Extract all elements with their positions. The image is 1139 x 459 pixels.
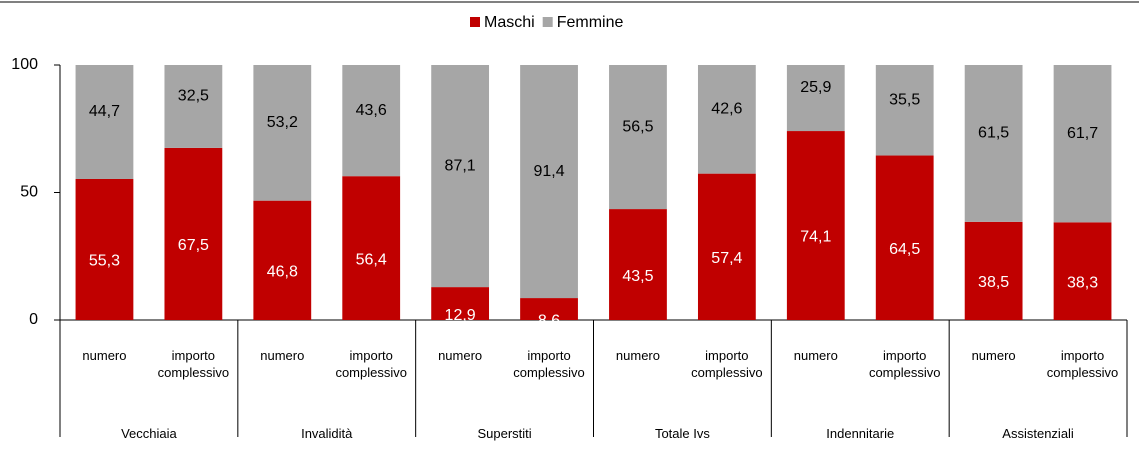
legend-label: Maschi — [484, 14, 535, 31]
y-tick-label: 0 — [29, 311, 38, 328]
value-label: 32,5 — [178, 88, 209, 105]
value-label: 53,2 — [267, 114, 298, 131]
bar-segment — [786, 65, 845, 132]
group-label: Totale Ivs — [654, 426, 710, 441]
group-label: Invalidità — [301, 426, 353, 441]
category-label: importo complessivo — [1046, 348, 1119, 380]
category-label: numero — [260, 348, 305, 363]
value-label: 8,6 — [538, 312, 560, 329]
value-label: 91,4 — [533, 163, 564, 180]
bar-segment — [431, 287, 490, 320]
value-label: 61,7 — [1067, 125, 1098, 142]
group-label: Assistenziali — [1002, 426, 1074, 441]
group-label: Indennitarie — [826, 426, 895, 441]
group-label: Vecchiaia — [121, 426, 177, 441]
legend-swatch — [470, 17, 480, 27]
bar-segment — [697, 173, 756, 320]
category-label: importo complessivo — [513, 348, 585, 380]
category-label: importo complessivo — [691, 348, 763, 380]
bar-segment — [964, 221, 1023, 320]
bar-segment — [342, 65, 401, 177]
value-label: 56,4 — [356, 251, 387, 268]
value-label: 61,5 — [978, 125, 1009, 142]
bar-segment — [1053, 65, 1112, 223]
bar-segment — [164, 65, 223, 148]
group-label: Superstiti — [477, 426, 532, 441]
value-label: 35,5 — [889, 91, 920, 108]
bar-segment — [964, 65, 1023, 222]
value-label: 87,1 — [445, 157, 476, 174]
bar-segment — [253, 200, 312, 320]
value-label: 12,9 — [445, 307, 476, 324]
value-label: 42,6 — [711, 101, 742, 118]
bar-segment — [342, 176, 401, 320]
value-label: 67,5 — [178, 237, 209, 254]
value-label: 43,5 — [622, 268, 653, 285]
bar-segment — [431, 65, 490, 288]
legend-label: Femmine — [557, 14, 624, 31]
bar-segment — [75, 178, 134, 320]
category-label: numero — [793, 348, 838, 363]
category-label: numero — [438, 348, 483, 363]
value-label: 56,5 — [622, 118, 653, 135]
category-label: numero — [82, 348, 127, 363]
category-label: importo complessivo — [335, 348, 407, 380]
category-label: importo complessivo — [157, 348, 230, 380]
bar-segment — [75, 65, 134, 179]
value-label: 46,8 — [267, 264, 298, 281]
bar-segment — [609, 65, 667, 210]
value-label: 55,3 — [89, 253, 120, 270]
category-label: importo complessivo — [868, 348, 941, 380]
y-tick-label: 50 — [20, 184, 38, 201]
value-label: 25,9 — [800, 79, 831, 96]
bar-segment — [875, 65, 934, 156]
value-label: 43,6 — [356, 102, 387, 119]
legend-swatch — [542, 17, 553, 27]
bar-segment — [520, 298, 578, 320]
bar-segment — [253, 65, 312, 201]
bar-segment — [1053, 222, 1112, 320]
bar-segment — [520, 65, 578, 299]
bar-segment — [786, 131, 845, 320]
bar-segment — [164, 147, 223, 320]
value-label: 57,4 — [711, 250, 742, 267]
category-label: numero — [615, 348, 660, 363]
value-label: 38,3 — [1067, 274, 1098, 291]
value-label: 74,1 — [800, 229, 831, 246]
value-label: 38,5 — [978, 274, 1009, 291]
category-label: numero — [971, 348, 1016, 363]
value-label: 44,7 — [89, 103, 120, 120]
value-label: 64,5 — [889, 241, 920, 258]
bar-segment — [697, 65, 756, 174]
y-tick-label: 100 — [11, 56, 38, 73]
bar-segment — [609, 209, 667, 320]
bar-segment — [875, 155, 934, 320]
